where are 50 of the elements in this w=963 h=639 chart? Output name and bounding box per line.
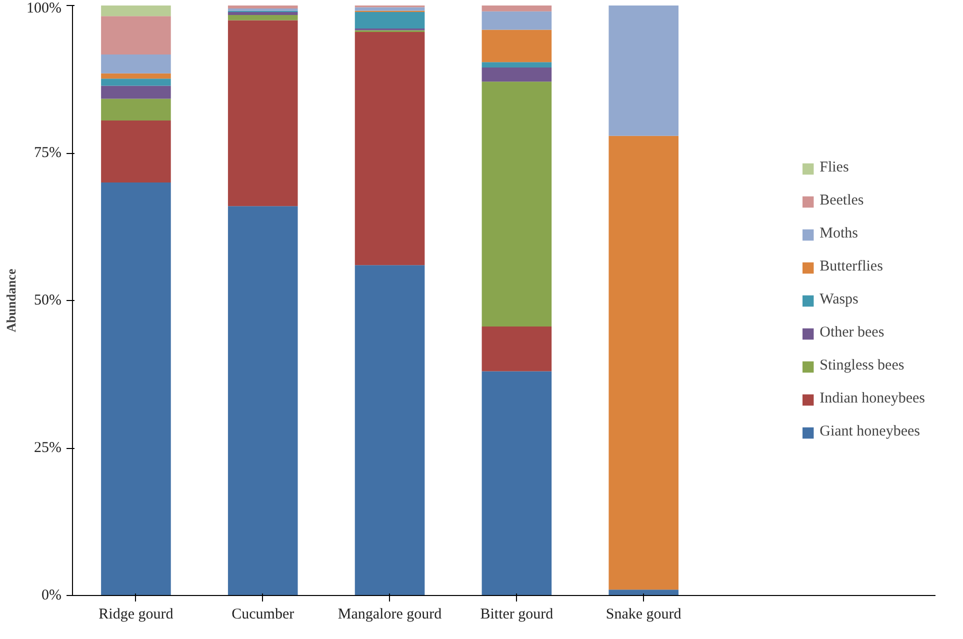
bar (228, 20, 298, 206)
bar (101, 182, 171, 596)
legend-label: Giant honeybees (820, 424, 920, 440)
bar (482, 67, 552, 82)
legend-label: Wasps (820, 292, 858, 308)
bar (354, 12, 425, 29)
legend-label: Beetles (820, 192, 864, 210)
bar (354, 265, 425, 596)
x-tick-label: Ridge gourd (98, 606, 174, 622)
legend-label: Flies (820, 160, 849, 176)
bar (101, 120, 171, 182)
legend-label: Moths (820, 226, 858, 242)
bar (482, 371, 552, 596)
legend-label: Indian honeybees (820, 390, 925, 408)
bar (101, 86, 171, 99)
bar (482, 82, 552, 326)
bar (354, 7, 425, 11)
bar (608, 136, 679, 590)
bar (482, 30, 552, 62)
legend-label: Stingless bees (820, 358, 904, 374)
bar (354, 32, 425, 266)
y-tick-label: 0% (42, 588, 62, 604)
bar (101, 78, 171, 86)
bar (228, 206, 298, 596)
x-tick-label: Snake gourd (606, 606, 682, 622)
bar (228, 8, 298, 11)
y-axis-title: Abundance (4, 268, 19, 332)
legend-label: Other bees (820, 324, 884, 342)
bar (482, 326, 552, 372)
bar (101, 54, 171, 74)
bar (228, 14, 298, 20)
y-tick-label: 25% (34, 440, 62, 456)
x-tick-label: Mangalore gourd (338, 606, 442, 622)
bar (608, 6, 679, 136)
bar (101, 16, 171, 54)
y-tick-label: 50% (34, 292, 62, 308)
y-tick-label: 100% (26, 0, 62, 16)
y-tick-label: 75% (34, 145, 62, 161)
legend-label: Butterflies (820, 258, 883, 276)
bar (228, 6, 298, 8)
x-tick-label: Bitter gourd (480, 606, 554, 622)
bar (101, 73, 171, 79)
bar (608, 590, 679, 596)
bar (482, 6, 552, 12)
bar (228, 12, 298, 15)
bar (482, 11, 552, 30)
bar (101, 6, 171, 16)
x-tick-label: Cucumber (232, 606, 294, 622)
bar (101, 98, 171, 121)
bar (482, 62, 552, 68)
